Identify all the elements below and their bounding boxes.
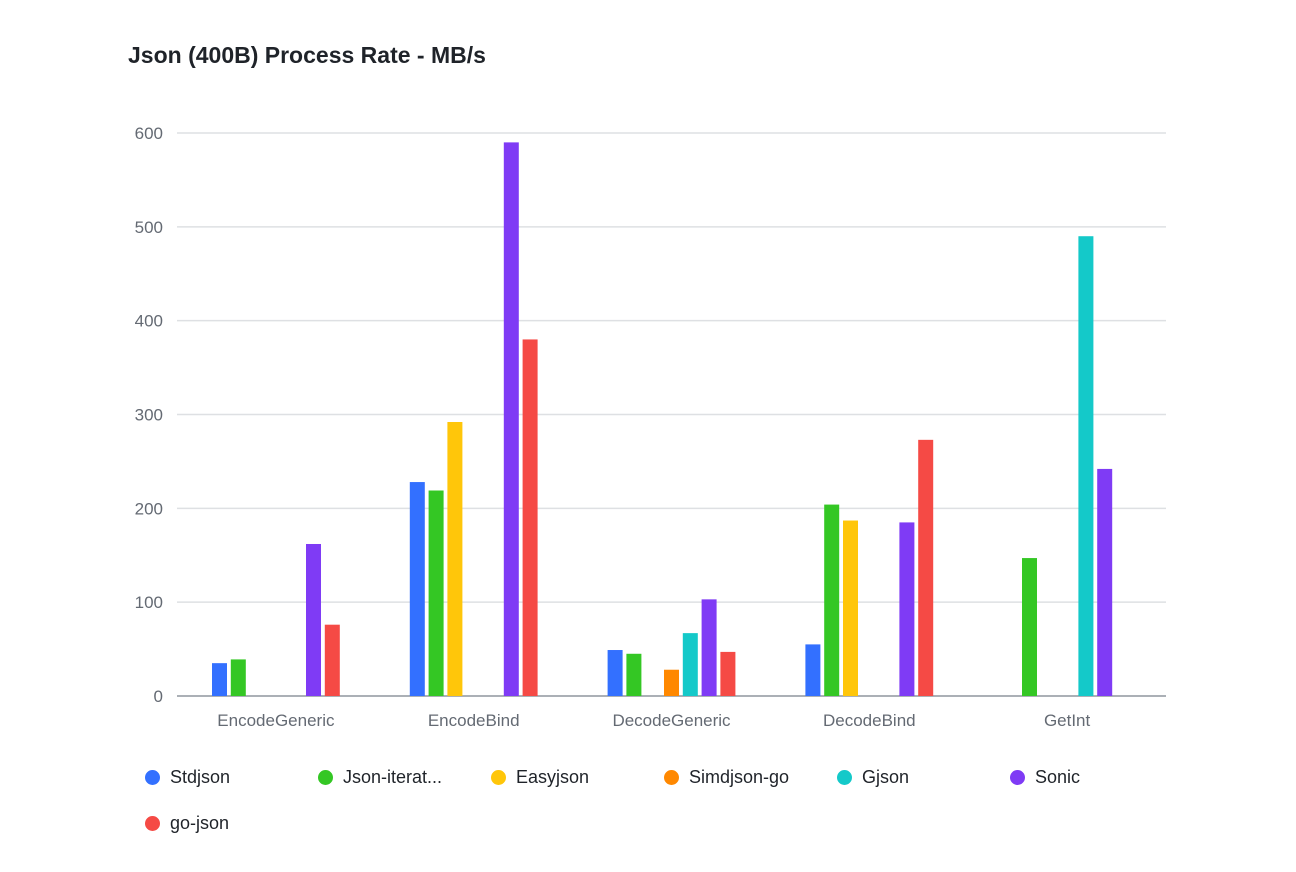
- bar-json-iterat-decodebind: [824, 504, 840, 696]
- bar-go-json-encodebind: [522, 339, 538, 696]
- bar-sonic-encodebind: [503, 142, 519, 697]
- legend-marker: [491, 769, 506, 785]
- bar-gjson-getint: [1078, 236, 1094, 696]
- y-tick-label: 300: [135, 406, 163, 425]
- bar-stdjson-encodegeneric: [212, 663, 227, 696]
- y-axis-ticks: 0 100 200 300 400 500 600: [135, 124, 163, 706]
- bar-sonic-decodegeneric: [701, 599, 717, 696]
- bars: [212, 142, 1113, 697]
- legend-label: Sonic: [1035, 766, 1081, 787]
- bar-sonic-decodebind: [899, 522, 915, 696]
- bar-chart: 0 100 200 300 400 500 600 EncodeGeneric EncodeB…: [135, 124, 1166, 730]
- legend-item[interactable]: Easyjson: [491, 764, 664, 790]
- x-category-label: GetInt: [1044, 711, 1091, 730]
- x-axis-labels: EncodeGeneric EncodeBind DecodeGeneric Deco…: [217, 711, 1090, 730]
- bar-easyjson-encodebind: [447, 422, 463, 696]
- bar-stdjson-decodebind: [805, 644, 821, 696]
- legend-marker: [145, 815, 160, 831]
- legend-marker: [1010, 769, 1025, 785]
- legend-item[interactable]: Simdjson-go: [664, 764, 837, 790]
- legend-item[interactable]: Json-iterat...: [318, 764, 491, 790]
- legend-item[interactable]: go-json: [145, 810, 318, 836]
- legend-label: Json-iterat...: [343, 766, 443, 787]
- legend-item[interactable]: Gjson: [837, 764, 1010, 790]
- y-tick-label: 0: [154, 687, 163, 706]
- legend-label: Stdjson: [170, 766, 231, 787]
- legend-marker: [145, 769, 160, 785]
- bar-go-json-decodebind: [918, 439, 934, 696]
- y-tick-label: 400: [135, 312, 163, 331]
- y-tick-label: 200: [135, 499, 163, 518]
- bar-easyjson-decodebind: [843, 520, 858, 696]
- y-tick-label: 100: [135, 593, 163, 612]
- x-category-label: EncodeBind: [428, 711, 520, 730]
- x-category-label: DecodeGeneric: [612, 711, 731, 730]
- chart-title: Json (400B) Process Rate - MB/s: [128, 42, 486, 68]
- legend: Stdjson Json-iterat... Easyjson Simdjson-go…: [145, 764, 1185, 856]
- legend-item[interactable]: Sonic: [1010, 764, 1183, 790]
- bar-go-json-decodegeneric: [720, 651, 736, 696]
- bar-sonic-getint: [1097, 468, 1113, 696]
- bar-json-iterat-decodegeneric: [626, 653, 642, 696]
- legend-label: Simdjson-go: [689, 766, 790, 787]
- bar-sonic-encodegeneric: [306, 543, 321, 696]
- bar-stdjson-encodebind: [409, 482, 425, 696]
- x-category-label: DecodeBind: [823, 711, 916, 730]
- bar-json-iterat-getint: [1022, 558, 1037, 696]
- x-category-label: EncodeGeneric: [217, 711, 335, 730]
- bar-simdjson-go-decodegeneric: [664, 669, 679, 696]
- legend-label: Gjson: [862, 766, 910, 787]
- bar-json-iterat-encodegeneric: [230, 659, 246, 696]
- legend-label: Easyjson: [516, 766, 590, 787]
- y-tick-label: 600: [135, 124, 163, 143]
- legend-label: go-json: [170, 812, 230, 833]
- grid-lines: [177, 132, 1166, 697]
- bar-stdjson-decodegeneric: [607, 650, 623, 696]
- legend-marker: [837, 769, 852, 785]
- bar-gjson-decodegeneric: [682, 633, 698, 696]
- y-tick-label: 500: [135, 218, 163, 237]
- legend-item[interactable]: Stdjson: [145, 764, 318, 790]
- bar-json-iterat-encodebind: [428, 490, 444, 696]
- legend-marker: [664, 769, 679, 785]
- legend-marker: [318, 769, 333, 785]
- bar-go-json-encodegeneric: [324, 624, 340, 696]
